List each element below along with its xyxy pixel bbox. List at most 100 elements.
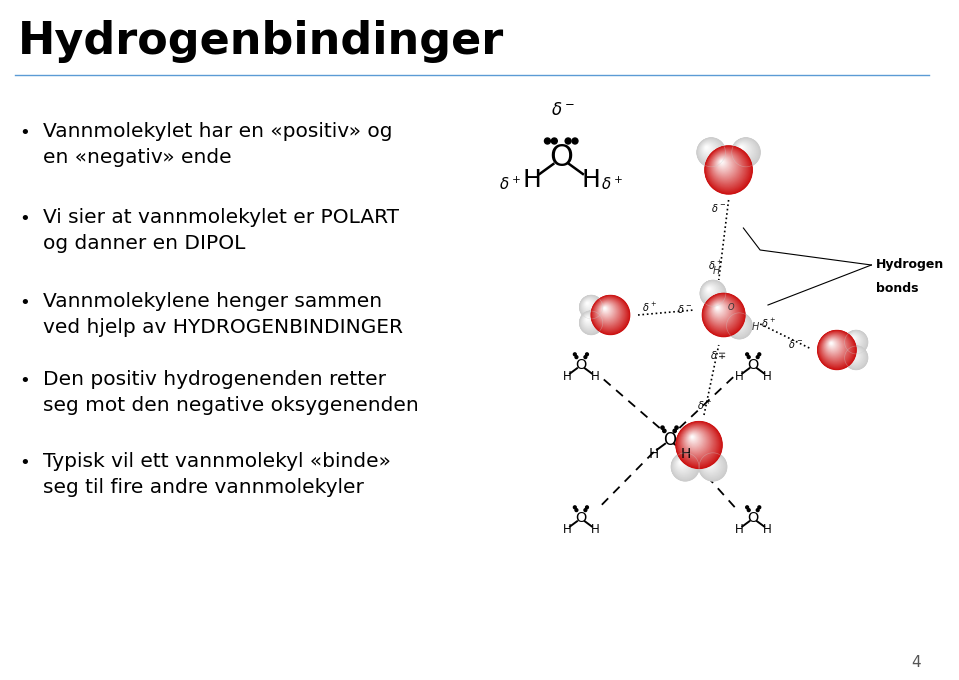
Circle shape [584, 301, 593, 309]
Circle shape [704, 295, 742, 334]
Circle shape [685, 430, 707, 452]
Circle shape [677, 458, 689, 470]
Circle shape [715, 306, 720, 310]
Circle shape [686, 431, 704, 449]
Circle shape [823, 335, 847, 360]
Circle shape [703, 283, 720, 301]
Circle shape [596, 299, 622, 326]
Circle shape [712, 302, 728, 319]
Text: Typisk vil ett vannmolekyl «binde»
seg til fire andre vannmolekyler: Typisk vil ett vannmolekyl «binde» seg t… [43, 452, 391, 497]
Circle shape [584, 300, 594, 309]
Circle shape [716, 156, 732, 173]
Circle shape [584, 300, 595, 311]
Circle shape [583, 299, 595, 311]
Circle shape [706, 286, 714, 295]
Circle shape [581, 313, 600, 332]
Circle shape [828, 340, 838, 350]
Circle shape [582, 313, 597, 329]
Circle shape [849, 350, 859, 360]
Circle shape [679, 460, 683, 464]
Circle shape [704, 458, 716, 471]
Circle shape [700, 141, 718, 160]
Circle shape [584, 356, 587, 358]
Circle shape [707, 148, 748, 190]
Circle shape [673, 455, 695, 477]
Circle shape [602, 305, 610, 314]
Circle shape [706, 286, 714, 294]
Circle shape [704, 145, 711, 152]
Circle shape [595, 299, 623, 328]
Circle shape [707, 460, 711, 464]
Circle shape [598, 302, 617, 321]
Circle shape [706, 146, 751, 193]
Circle shape [704, 145, 711, 152]
Circle shape [818, 330, 855, 369]
Circle shape [737, 142, 751, 158]
Circle shape [582, 313, 598, 330]
Circle shape [709, 299, 734, 324]
Circle shape [733, 320, 738, 325]
Circle shape [604, 308, 605, 309]
Circle shape [697, 138, 725, 167]
Circle shape [600, 305, 612, 316]
Circle shape [851, 353, 854, 356]
Circle shape [711, 151, 742, 184]
Circle shape [703, 457, 717, 472]
Circle shape [580, 311, 601, 333]
Circle shape [715, 305, 721, 311]
Circle shape [706, 460, 713, 466]
Circle shape [846, 332, 865, 351]
Circle shape [685, 430, 705, 450]
Circle shape [586, 302, 589, 305]
Circle shape [596, 300, 620, 325]
Circle shape [849, 335, 859, 345]
Circle shape [586, 302, 590, 305]
Circle shape [739, 146, 743, 150]
Circle shape [686, 430, 705, 450]
Circle shape [851, 352, 854, 356]
Circle shape [729, 316, 747, 334]
Circle shape [713, 303, 727, 318]
Circle shape [848, 350, 860, 362]
Circle shape [739, 146, 744, 150]
Circle shape [705, 285, 716, 296]
Circle shape [717, 158, 730, 170]
Text: H: H [581, 168, 600, 192]
Circle shape [737, 143, 750, 156]
Circle shape [676, 422, 722, 469]
Circle shape [586, 318, 590, 322]
Circle shape [700, 454, 725, 479]
Circle shape [731, 317, 743, 330]
Circle shape [687, 432, 702, 447]
Circle shape [850, 336, 856, 343]
Circle shape [582, 313, 597, 330]
Circle shape [584, 300, 595, 310]
Circle shape [718, 158, 727, 167]
Circle shape [675, 457, 690, 473]
Circle shape [581, 297, 599, 316]
Circle shape [700, 454, 725, 479]
Circle shape [701, 142, 717, 158]
Circle shape [705, 146, 709, 150]
Circle shape [737, 144, 748, 154]
Circle shape [708, 288, 710, 290]
Text: H: H [763, 370, 772, 384]
Circle shape [851, 352, 855, 357]
Circle shape [732, 318, 741, 327]
Circle shape [848, 349, 862, 363]
Circle shape [734, 320, 737, 323]
Circle shape [581, 312, 600, 332]
Circle shape [713, 154, 737, 178]
Circle shape [711, 152, 741, 183]
Circle shape [678, 460, 685, 466]
Circle shape [709, 149, 746, 188]
Circle shape [680, 425, 715, 462]
Circle shape [703, 144, 713, 154]
Circle shape [674, 456, 693, 475]
Circle shape [733, 320, 738, 325]
Circle shape [581, 313, 599, 331]
Circle shape [703, 457, 718, 473]
Circle shape [850, 352, 856, 358]
Circle shape [827, 339, 840, 353]
Circle shape [846, 332, 866, 352]
